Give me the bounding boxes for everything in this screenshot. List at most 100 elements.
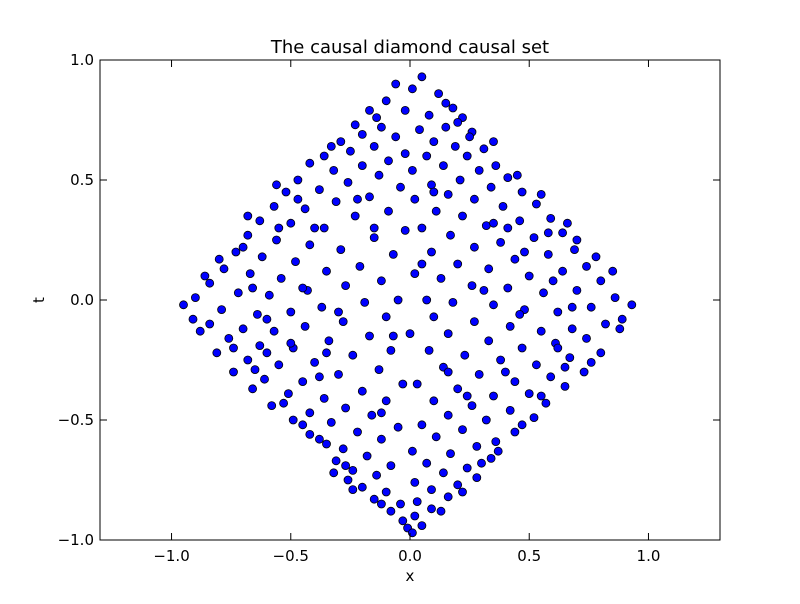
data-point bbox=[517, 343, 527, 353]
data-point bbox=[341, 281, 351, 291]
data-point bbox=[322, 348, 331, 358]
data-point bbox=[200, 271, 210, 281]
data-point bbox=[431, 206, 441, 216]
data-point bbox=[372, 113, 382, 122]
data-point bbox=[396, 182, 405, 192]
data-point bbox=[429, 137, 439, 147]
data-point bbox=[298, 283, 308, 293]
data-point bbox=[450, 141, 460, 151]
data-point bbox=[326, 417, 336, 427]
data-point bbox=[305, 408, 315, 418]
data-point bbox=[314, 434, 324, 444]
data-point bbox=[536, 391, 546, 401]
data-point bbox=[205, 278, 215, 288]
data-point bbox=[491, 161, 501, 171]
data-point bbox=[286, 307, 296, 317]
data-point bbox=[486, 182, 496, 192]
data-point bbox=[560, 381, 570, 391]
data-point bbox=[596, 348, 606, 358]
data-point bbox=[407, 165, 417, 175]
data-point bbox=[472, 441, 482, 451]
x-tick-label: −1.0 bbox=[153, 547, 189, 565]
data-point bbox=[336, 137, 346, 147]
data-point bbox=[319, 151, 329, 161]
data-point bbox=[310, 357, 320, 367]
data-point bbox=[469, 194, 479, 204]
data-point bbox=[539, 288, 548, 298]
data-point bbox=[338, 444, 348, 454]
data-point bbox=[515, 216, 525, 226]
data-point bbox=[338, 317, 348, 327]
data-point bbox=[546, 372, 556, 382]
data-point bbox=[410, 477, 420, 487]
data-point bbox=[453, 259, 463, 269]
data-point bbox=[572, 285, 582, 295]
data-point bbox=[360, 297, 370, 307]
data-point bbox=[448, 297, 458, 307]
data-point bbox=[264, 290, 274, 300]
axis-ticks: −1.0 −0.5 0.0 0.5 1.0 −1.0 −0.5 0.0 0.5 1.0 bbox=[58, 51, 720, 565]
data-point bbox=[238, 242, 248, 252]
y-tick-label: 1.0 bbox=[70, 51, 94, 69]
data-point bbox=[505, 321, 515, 331]
data-point bbox=[443, 189, 453, 199]
data-point bbox=[348, 465, 358, 475]
data-point bbox=[422, 458, 432, 468]
data-point bbox=[601, 319, 610, 329]
data-point bbox=[462, 391, 472, 401]
data-point bbox=[532, 199, 541, 209]
data-point bbox=[369, 494, 379, 504]
data-point bbox=[563, 218, 572, 228]
data-point bbox=[520, 247, 529, 257]
data-point bbox=[305, 158, 315, 168]
data-point bbox=[567, 302, 577, 312]
data-point bbox=[479, 144, 489, 154]
data-point bbox=[262, 348, 272, 358]
data-point bbox=[489, 218, 498, 228]
data-point bbox=[462, 463, 472, 473]
data-point bbox=[443, 410, 453, 420]
data-point bbox=[224, 333, 234, 343]
data-point bbox=[341, 461, 351, 471]
data-point bbox=[543, 249, 553, 259]
data-point bbox=[462, 151, 472, 161]
data-point bbox=[610, 293, 620, 303]
data-point bbox=[455, 175, 465, 185]
data-point bbox=[496, 355, 506, 365]
data-point bbox=[517, 420, 527, 430]
data-point bbox=[438, 468, 448, 478]
data-point bbox=[400, 106, 410, 115]
data-point bbox=[529, 413, 539, 423]
data-point bbox=[512, 170, 522, 180]
data-point bbox=[524, 389, 534, 399]
data-point bbox=[570, 245, 579, 255]
data-point bbox=[322, 439, 331, 449]
data-point bbox=[503, 283, 513, 293]
data-point bbox=[362, 451, 372, 461]
data-point bbox=[219, 264, 229, 274]
data-point bbox=[250, 365, 260, 375]
data-point bbox=[443, 367, 453, 377]
data-point bbox=[269, 326, 279, 336]
data-point bbox=[543, 228, 553, 238]
data-point bbox=[384, 206, 393, 216]
data-point bbox=[396, 499, 405, 509]
data-point bbox=[405, 329, 415, 339]
data-point bbox=[357, 161, 367, 171]
data-point bbox=[417, 420, 427, 430]
data-point bbox=[357, 129, 367, 139]
data-point bbox=[407, 84, 417, 94]
data-point bbox=[469, 317, 479, 327]
data-point bbox=[446, 230, 455, 240]
data-point bbox=[367, 410, 377, 420]
data-point bbox=[205, 319, 215, 329]
data-point bbox=[281, 187, 291, 197]
data-point bbox=[252, 309, 262, 319]
data-point bbox=[324, 336, 334, 346]
data-point bbox=[245, 269, 255, 279]
data-point bbox=[255, 216, 265, 226]
x-axis-label: x bbox=[406, 567, 415, 585]
data-point bbox=[412, 497, 422, 507]
data-point bbox=[386, 461, 396, 471]
